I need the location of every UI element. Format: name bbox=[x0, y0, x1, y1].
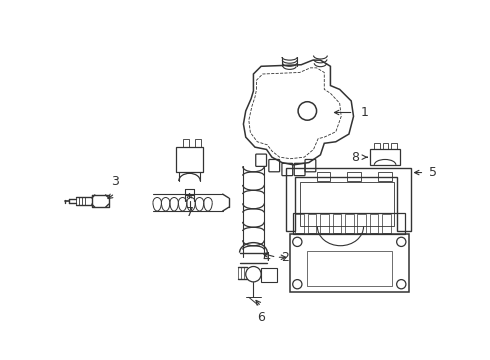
Text: 7: 7 bbox=[186, 206, 194, 220]
Text: 8: 8 bbox=[351, 150, 359, 164]
Text: 6: 6 bbox=[257, 311, 265, 324]
Text: 5: 5 bbox=[429, 166, 437, 179]
Text: 4: 4 bbox=[263, 251, 270, 264]
Text: 2: 2 bbox=[281, 251, 289, 264]
Text: 3: 3 bbox=[111, 175, 119, 188]
Text: 1: 1 bbox=[361, 106, 368, 119]
